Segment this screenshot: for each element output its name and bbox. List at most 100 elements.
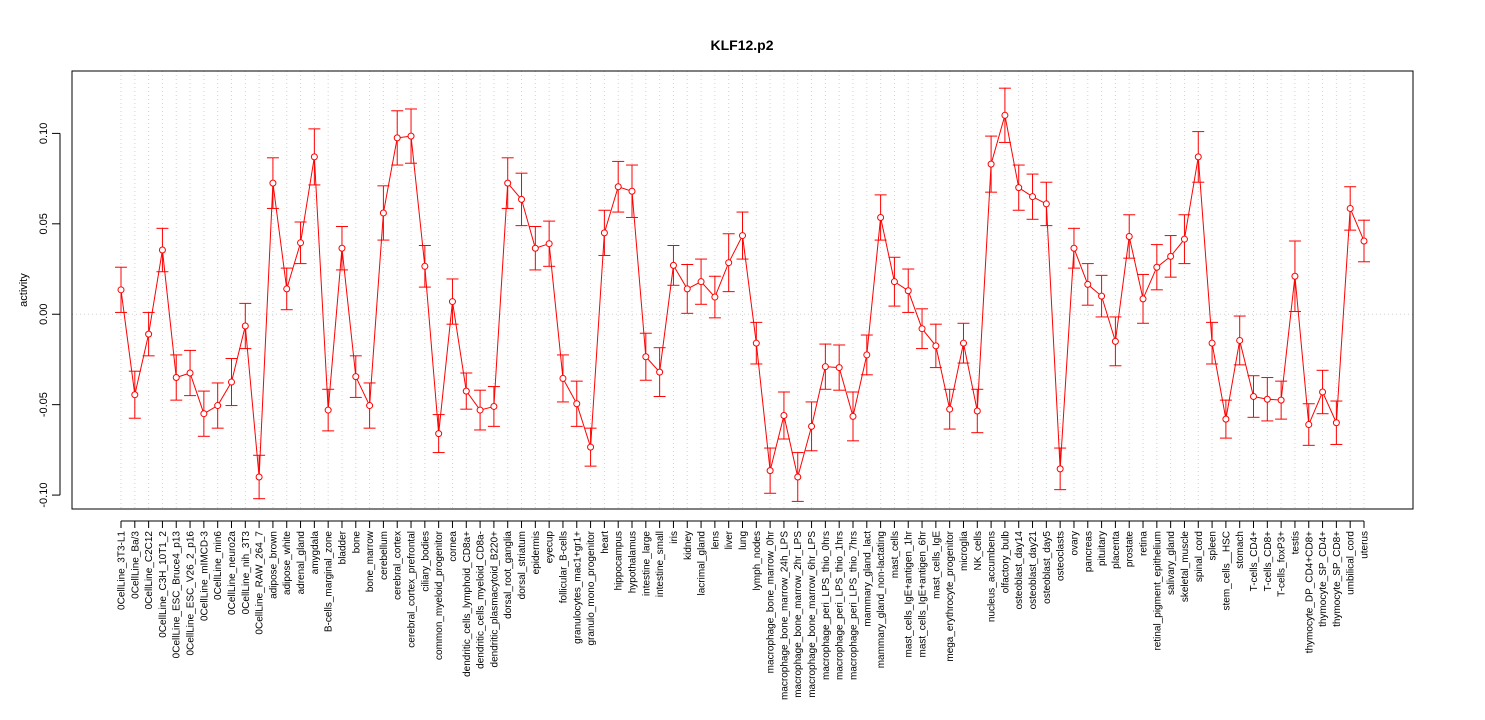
data-point: [642, 353, 650, 361]
x-tick-label: thymocyte_SP_CD4+: [1318, 531, 1329, 627]
x-axis: 0CellLine_3T3-L1 0CellLine_Ba/3 0CellLine_…: [117, 520, 1371, 700]
x-tick-label: mast_cells_IgE: [931, 531, 942, 599]
x-tick-label: ovary: [1069, 531, 1080, 555]
data-point: [766, 467, 774, 475]
data-point: [600, 229, 608, 237]
x-tick-label: 0CellLine_3T3-L1: [117, 531, 128, 610]
x-tick-label: dorsal_root_ganglia: [503, 531, 514, 619]
data-point: [932, 342, 940, 350]
x-tick-label: stem_cells__HSC: [1221, 531, 1232, 610]
x-tick-label: spinal_cord: [1194, 531, 1205, 582]
data-point: [531, 244, 539, 252]
x-tick-label: pituitary: [1097, 531, 1108, 566]
x-tick-label: 0CellLine_Ba/3: [130, 531, 141, 599]
data-point: [227, 378, 235, 386]
x-tick-label: olfactory_bulb: [1000, 531, 1011, 594]
x-tick-label: B-cells_marginal_zone: [324, 531, 335, 633]
y-axis: -0.10 -0.05 0.00 0.05 0.10: [38, 123, 61, 508]
x-tick-label: adrenal_gland: [296, 531, 307, 594]
data-point: [1360, 237, 1368, 245]
x-tick-label: epidermis: [531, 531, 542, 574]
chart-title: KLF12.p2: [710, 37, 773, 53]
x-tick-label: 0CellLine_min6: [213, 531, 224, 600]
x-tick-label: salivary_gland: [1166, 531, 1177, 595]
x-tick-label: mast_cells_IgE+antigen_1hr: [904, 530, 915, 657]
x-tick-label: 0CellLine_ESC_V26_2_p16: [186, 531, 197, 656]
data-point: [669, 261, 677, 269]
data-point: [145, 330, 153, 338]
grid: [72, 71, 1413, 509]
x-tick-label: retina: [1139, 531, 1150, 556]
x-tick-label: hypothalamus: [628, 531, 639, 593]
y-tick-label: -0.05: [38, 392, 50, 417]
x-tick-label: osteoblast_day21: [1028, 531, 1039, 610]
data-point: [711, 293, 719, 301]
data-point: [1042, 200, 1050, 208]
x-tick-label: nucleus_accumbens: [987, 531, 998, 622]
x-tick-label: bone: [351, 531, 362, 554]
x-tick-label: bone_marrow: [365, 530, 376, 592]
data-point: [158, 246, 166, 254]
data-point: [697, 278, 705, 286]
data-point: [448, 298, 456, 306]
data-point: [1346, 204, 1354, 212]
x-tick-label: amygdala: [310, 531, 321, 575]
x-tick-label: macrophage_bone_marrow_0hr: [766, 530, 777, 673]
data-point: [904, 287, 912, 295]
x-tick-label: cornea: [448, 531, 459, 562]
x-tick-label: mast_cells: [890, 531, 901, 578]
x-tick-label: lung: [738, 531, 749, 550]
data-point: [1167, 252, 1175, 260]
data-point: [808, 422, 816, 430]
data-point: [214, 402, 222, 410]
data-point: [683, 285, 691, 293]
x-tick-label: spleen: [1208, 531, 1219, 560]
data-point: [407, 132, 415, 140]
x-tick-label: iris: [669, 531, 680, 544]
data-point: [269, 179, 277, 187]
x-tick-label: T-cells_foxP3+: [1277, 531, 1288, 597]
x-tick-label: eyecup: [545, 531, 556, 564]
x-tick-label: testis: [1290, 531, 1301, 554]
x-tick-label: 0CellLine_RAW_264_7: [255, 531, 266, 635]
data-point: [587, 443, 595, 451]
data-point: [794, 473, 802, 481]
data-point: [283, 285, 291, 293]
data-point: [297, 239, 305, 247]
data-point: [1305, 421, 1313, 429]
x-tick-label: macrophage_bone_marrow_2hr_LPS: [793, 531, 804, 698]
x-tick-label: intestine_large: [641, 531, 652, 596]
data-point: [200, 410, 208, 418]
x-tick-label: lacrimal_gland: [697, 531, 708, 595]
data-point: [1001, 111, 1009, 119]
data-point: [186, 369, 194, 377]
x-tick-label: retinal_pigment_epithelium: [1152, 531, 1163, 651]
x-tick-label: T-cells_CD4+: [1249, 531, 1260, 591]
x-tick-label: dendritic_cells_lymphoid_CD8a+: [462, 531, 473, 677]
x-tick-label: T-cells_CD8+: [1263, 531, 1274, 591]
data-point: [504, 179, 512, 187]
x-tick-label: osteoblast_day5: [1042, 531, 1053, 604]
data-point: [1291, 272, 1299, 280]
data-point: [1236, 336, 1244, 344]
x-tick-label: prostate: [1125, 531, 1136, 568]
data-point: [545, 240, 553, 248]
data-point: [1125, 232, 1133, 240]
data-point: [241, 322, 249, 330]
data-point: [131, 391, 139, 399]
x-tick-label: kidney: [683, 531, 694, 560]
data-point: [890, 278, 898, 286]
x-tick-label: pancreas: [1083, 531, 1094, 572]
data-point: [959, 339, 967, 347]
x-tick-label: ciliary_bodies: [420, 531, 431, 592]
x-tick-label: granulo_mono_progenitor: [586, 530, 597, 645]
x-tick-label: thymocyte_SP_CD8+: [1332, 531, 1343, 627]
x-tick-label: adipose_white: [282, 531, 293, 595]
x-tick-label: adipose_brown: [268, 531, 279, 599]
x-tick-label: mast_cells_IgE+antigen_6hr: [918, 530, 929, 657]
data-point: [780, 412, 788, 420]
data-point: [628, 187, 636, 195]
x-tick-label: 0CellLine_neuro2a: [227, 531, 238, 615]
x-tick-label: cerebral_cortex_prefrontal: [407, 531, 418, 648]
